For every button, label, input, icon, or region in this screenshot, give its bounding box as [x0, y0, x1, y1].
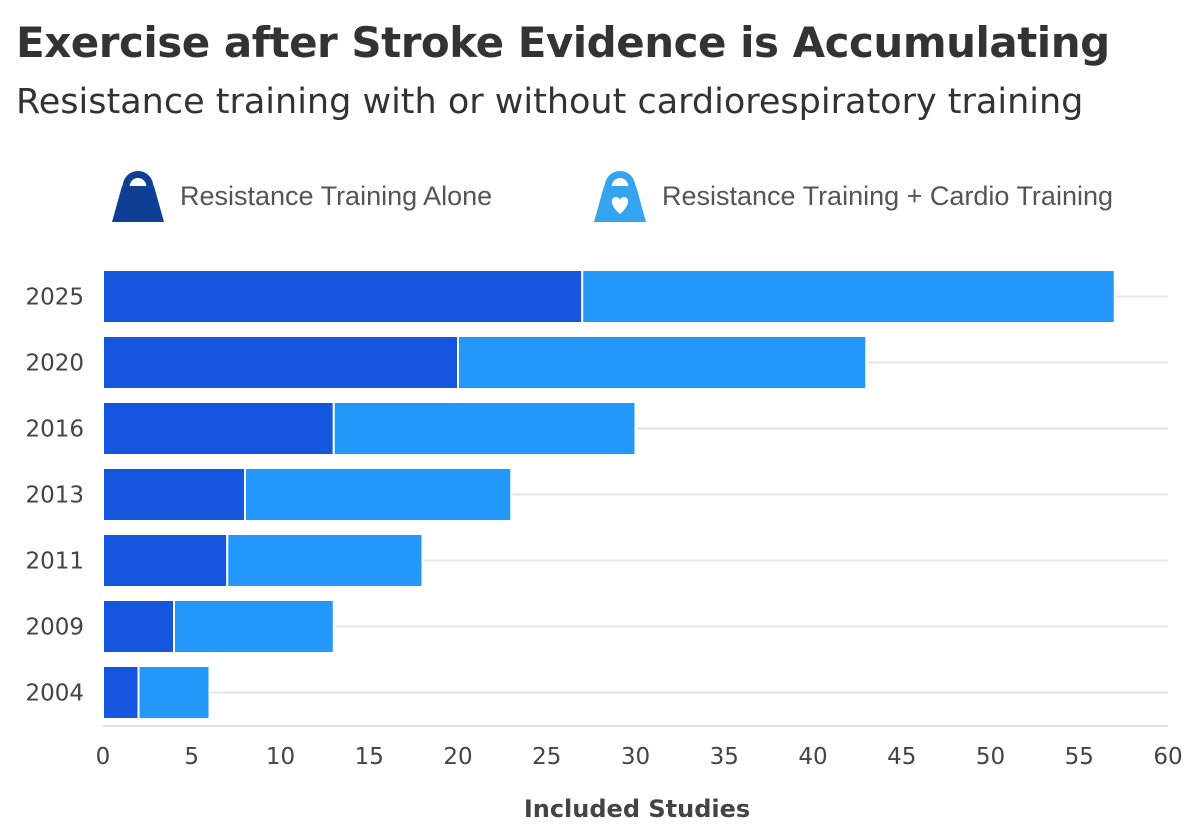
x-tick-label: 5 [184, 744, 199, 770]
y-tick-label: 2009 [25, 615, 84, 641]
bar-2009-series-2 [173, 599, 335, 654]
bar-2011-series-1 [102, 533, 229, 588]
x-tick-label: 60 [1153, 744, 1182, 770]
bar-2004-series-2 [137, 665, 211, 720]
x-tick-label: 45 [887, 744, 916, 770]
x-tick-label: 35 [710, 744, 739, 770]
bar-2013-series-1 [102, 467, 246, 522]
bar-2004-series-1 [102, 665, 140, 720]
x-tick-label: 40 [798, 744, 827, 770]
y-tick-label: 2004 [25, 681, 84, 707]
kettlebell-heart-icon [594, 171, 646, 222]
bar-2025-series-1 [102, 269, 584, 324]
x-axis-label: Included Studies [524, 795, 750, 823]
x-tick-label: 20 [443, 744, 472, 770]
bar-2016-series-1 [102, 401, 335, 456]
x-tick-label: 10 [266, 744, 295, 770]
bar-2011-series-2 [226, 533, 424, 588]
chart-title: Exercise after Stroke Evidence is Accumu… [16, 18, 1110, 67]
x-tick-label: 30 [621, 744, 650, 770]
y-tick-label: 2013 [25, 483, 84, 509]
bar-2020-series-1 [102, 335, 459, 390]
x-tick-label: 55 [1065, 744, 1094, 770]
legend-label: Resistance Training Alone [180, 180, 493, 211]
kettlebell-icon [112, 171, 164, 222]
bar-2016-series-2 [332, 401, 637, 456]
bar-2009-series-1 [102, 599, 175, 654]
x-tick-label: 50 [976, 744, 1005, 770]
legend-label: Resistance Training + Cardio Training [662, 180, 1113, 211]
y-tick-label: 2011 [25, 549, 84, 575]
bar-2025-series-2 [581, 269, 1116, 324]
y-tick-label: 2025 [25, 285, 84, 311]
legend-item-resistance-cardio: Resistance Training + Cardio Training [592, 166, 1113, 226]
x-tick-label: 15 [355, 744, 384, 770]
chart-subtitle: Resistance training with or without card… [16, 82, 1084, 122]
x-tick-label: 25 [532, 744, 561, 770]
y-tick-label: 2016 [25, 417, 84, 443]
bar-2013-series-2 [244, 467, 513, 522]
legend-item-resistance-alone: Resistance Training Alone [110, 166, 492, 226]
y-tick-label: 2020 [25, 351, 84, 377]
x-tick-label: 0 [96, 744, 111, 770]
bar-2020-series-2 [457, 335, 868, 390]
